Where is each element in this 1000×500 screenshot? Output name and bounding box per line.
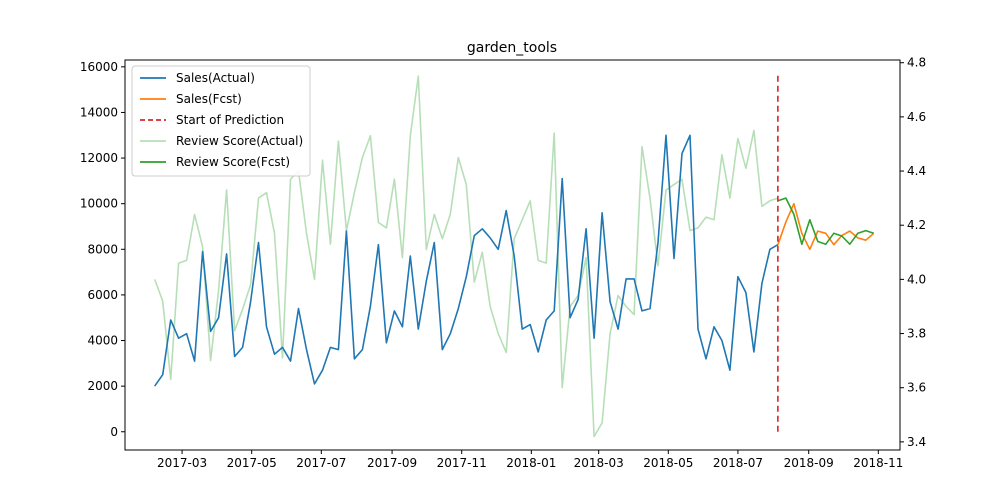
left-tick-label: 14000 (80, 105, 118, 119)
x-tick-label: 2018-05 (643, 456, 693, 470)
left-tick-label: 2000 (87, 379, 118, 393)
x-tick-label: 2017-07 (296, 456, 346, 470)
right-tick-label: 3.4 (907, 435, 926, 449)
x-tick-label: 2017-11 (437, 456, 487, 470)
left-tick-label: 10000 (80, 197, 118, 211)
legend-box (131, 65, 311, 177)
x-tick-label: 2018-07 (713, 456, 763, 470)
plot-area (124, 59, 901, 451)
left-y-axis: 0 2000 4000 6000 8000 10000 12000 14000 16000 (80, 60, 125, 439)
legend-label-review-score-actual: Review Score(Actual) (176, 134, 303, 148)
x-tick-label: 2018-01 (506, 456, 556, 470)
legend-label-review-score-fcst: Review Score(Fcst) (176, 155, 290, 169)
x-tick-label: 2018-03 (574, 456, 624, 470)
legend-label-sales-fcst: Sales(Fcst) (176, 92, 242, 106)
left-tick-label: 12000 (80, 151, 118, 165)
x-tick-label: 2017-09 (367, 456, 417, 470)
series-line-review-score-fcst (777, 197, 874, 245)
left-tick-label: 8000 (87, 242, 118, 256)
x-axis: 2017-03 2017-05 2017-07 2017-09 2017-11 2018-… (157, 450, 903, 470)
right-tick-label: 4.4 (907, 164, 926, 178)
right-tick-label: 3.6 (907, 381, 926, 395)
x-tick-label: 2017-03 (157, 456, 207, 470)
x-tick-label: 2017-05 (227, 456, 277, 470)
right-tick-label: 4.6 (907, 110, 926, 124)
x-tick-label: 2018-11 (853, 456, 903, 470)
right-tick-label: 4.0 (907, 272, 926, 286)
plot-frame (124, 59, 901, 451)
right-tick-label: 4.2 (907, 218, 926, 232)
right-y-axis: 3.4 3.6 3.8 4.0 4.2 4.4 4.6 4.8 (900, 56, 926, 449)
chart-title: garden_tools (467, 40, 557, 56)
legend: Sales(Actual) Sales(Fcst) Start of Predict… (131, 65, 311, 177)
series-line-sales-fcst (777, 202, 875, 251)
right-tick-label: 4.8 (907, 56, 926, 70)
series-line-review-score-actual (153, 75, 779, 438)
legend-label-start-of-prediction: Start of Prediction (176, 113, 284, 127)
left-tick-label: 6000 (87, 288, 118, 302)
left-tick-label: 16000 (80, 60, 118, 74)
left-tick-label: 4000 (87, 334, 118, 348)
series-line-sales-actual (154, 134, 779, 387)
right-tick-label: 3.8 (907, 327, 926, 341)
left-tick-label: 0 (110, 425, 118, 439)
x-tick-label: 2018-09 (784, 456, 834, 470)
legend-label-sales-actual: Sales(Actual) (176, 71, 255, 85)
